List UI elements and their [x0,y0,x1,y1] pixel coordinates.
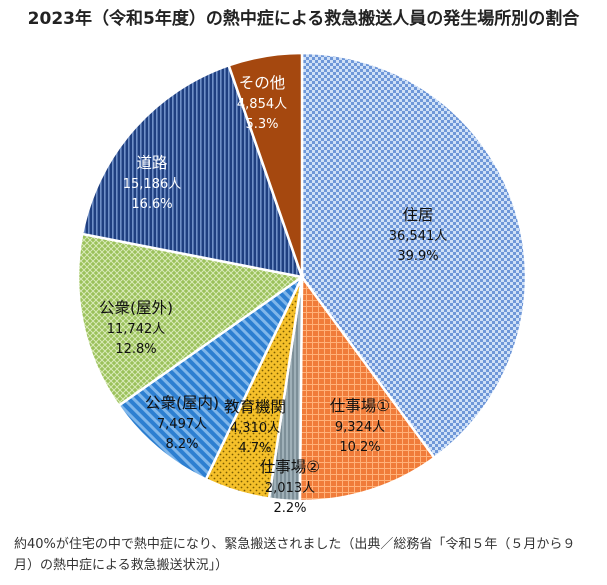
slice-name: その他 [239,74,286,92]
slice-count: 4,310人 [230,421,280,436]
slice-label-6: 公衆(屋外) 11,742人 12.8% [99,299,173,357]
slice-label-7: 道路 15,186人 16.6% [123,154,182,212]
slice-label-3: 仕事場② 2,013人 2.2% [260,458,320,516]
pie-slice-5 [116,273,306,482]
slice-count: 4,854人 [237,97,287,112]
slice-percent: 2.2% [273,501,306,516]
slice-name: 教育機関 [224,398,286,416]
pie-slice-7 [80,63,304,279]
slice-name: 住居 [402,206,433,224]
slice-percent: 4.7% [238,441,271,456]
slice-percent: 10.2% [339,440,380,455]
slice-percent: 5.3% [245,117,278,132]
slice-name: 仕事場② [260,458,320,476]
pie-slice-6 [76,232,306,408]
pie-slice-2 [298,273,437,503]
pie-chart: 住居 36,541人 39.9% 仕事場① 9,324人 10.2% 仕事場② 2,013人 2… [76,51,528,516]
slice-count: 11,742人 [107,322,166,337]
slice-count: 36,541人 [389,229,448,244]
slice-label-1: 住居 36,541人 39.9% [389,206,448,264]
slice-percent: 12.8% [115,342,156,357]
slice-count: 15,186人 [123,177,182,192]
chart-title: 2023年（令和5年度）の熱中症による救急搬送人員の発生場所別の割合 [27,9,580,29]
slice-count: 9,324人 [335,420,385,435]
slice-name: 公衆(屋内) [145,394,219,412]
slice-name: 道路 [136,154,168,172]
slice-percent: 16.6% [131,197,172,212]
slice-count: 2,013人 [265,481,315,496]
caption: 約40%が住宅の中で熱中症になり、緊急搬送されました（出典／総務省「令和５年（５… [14,537,576,573]
slice-count: 7,497人 [157,417,207,432]
slice-label-5: 公衆(屋内) 7,497人 8.2% [145,394,219,452]
slice-percent: 39.9% [397,249,438,264]
slice-name: 仕事場① [330,397,390,415]
slice-name: 公衆(屋外) [99,299,173,317]
slice-label-4: 教育機関 4,310人 4.7% [224,398,286,456]
slice-label-2: 仕事場① 9,324人 10.2% [330,397,390,455]
pie-slice-8 [227,51,304,278]
slice-percent: 8.2% [165,437,198,452]
pie-slice-1 [300,51,528,460]
slice-label-8: その他 4,854人 5.3% [237,74,287,132]
